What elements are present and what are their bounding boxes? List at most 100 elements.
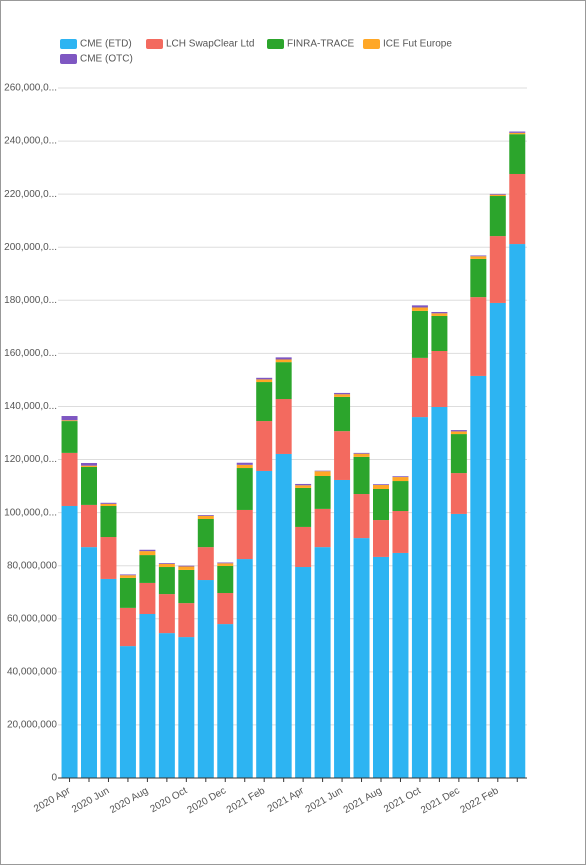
bar-segment <box>353 494 370 539</box>
bar-segment <box>256 470 273 778</box>
legend-item: CME (ETD) <box>60 39 132 50</box>
bar-segment <box>470 256 487 259</box>
bar-segment <box>236 468 253 510</box>
bar-segment <box>314 471 331 476</box>
bar-segment <box>158 563 175 568</box>
bar-segment <box>509 134 526 174</box>
bar-segment <box>295 487 312 527</box>
bar-segment <box>411 305 428 308</box>
bar-segment <box>470 297 487 376</box>
bar-segment <box>139 613 156 778</box>
bar-segment <box>489 302 506 778</box>
bar-segment <box>373 520 389 557</box>
bar-segment <box>489 193 506 195</box>
bar-segment <box>256 382 273 422</box>
bar-segment <box>470 258 487 298</box>
bar-segment <box>450 434 467 474</box>
bar-segment <box>275 362 292 400</box>
bar-segment <box>295 526 312 568</box>
bar-segment <box>431 313 448 316</box>
bar-segment <box>119 575 136 578</box>
bar-segment <box>61 416 78 421</box>
bar-segment <box>489 194 506 197</box>
legend-swatch <box>146 39 163 49</box>
bar-segment <box>178 569 195 604</box>
bar-segment <box>431 350 448 407</box>
legend-label: FINRA-TRACE <box>287 39 355 50</box>
bar-segment <box>100 537 117 579</box>
bar-segment <box>334 479 351 778</box>
y-tick-label: 240,000,0... <box>4 136 57 147</box>
bar-segment <box>236 462 253 465</box>
bar-segment <box>489 196 506 237</box>
bar-segment <box>334 394 351 397</box>
bar-segment <box>61 420 78 422</box>
bar-segment <box>236 509 253 560</box>
bar-segment <box>353 456 370 495</box>
legend-label: ICE Fut Europe <box>383 39 452 50</box>
bar-segment <box>81 466 97 505</box>
bar-segment <box>217 562 234 564</box>
bar-segment <box>509 173 526 245</box>
bar-segment <box>61 421 78 453</box>
bar-segment <box>314 547 331 778</box>
bar-segment <box>411 357 428 418</box>
bar-segment <box>197 515 214 519</box>
y-tick-label: 0 <box>51 773 57 784</box>
y-tick-label: 40,000,000 <box>7 666 57 677</box>
bar-segment <box>314 475 331 509</box>
bar-segment <box>100 578 117 778</box>
legend-swatch <box>267 39 284 49</box>
bar-segment <box>275 357 292 360</box>
y-tick-label: 160,000,0... <box>4 348 57 359</box>
legend-label: LCH SwapClear Ltd <box>166 39 254 50</box>
y-tick-label: 200,000,0... <box>4 242 57 253</box>
bar-segment <box>197 580 214 778</box>
bar-segment <box>353 452 370 454</box>
bar-segment <box>275 399 292 454</box>
bar-segment <box>197 518 214 548</box>
bar-segment <box>158 567 175 595</box>
bar-segment <box>411 307 428 311</box>
legend-label: CME (OTC) <box>80 54 133 65</box>
bar-segment <box>450 513 467 778</box>
y-tick-label: 80,000,000 <box>7 560 57 571</box>
bar-segment <box>450 431 467 435</box>
bar-segment <box>275 359 292 363</box>
bar-segment <box>373 485 389 489</box>
bar-segment <box>450 473 467 514</box>
bar-segment <box>450 430 467 432</box>
bar-segment <box>61 505 78 778</box>
bar-segment <box>411 310 428 358</box>
bar-segment <box>139 549 156 552</box>
bar-segment <box>139 582 156 614</box>
bar-segment <box>158 594 175 634</box>
bar-segment <box>217 563 234 566</box>
bar-segment <box>178 637 195 778</box>
bar-segment <box>119 574 136 576</box>
bar-segment <box>178 565 195 567</box>
bar-segment <box>236 559 253 778</box>
bar-segment <box>334 431 351 480</box>
bar-segment <box>81 547 97 778</box>
legend-label: CME (ETD) <box>80 39 132 50</box>
bar-segment <box>81 465 97 467</box>
bar-segment <box>139 551 156 556</box>
bar-segment <box>509 244 526 779</box>
legend-item: FINRA-TRACE <box>267 39 355 50</box>
bar-segment <box>470 255 487 257</box>
bar-segment <box>392 477 409 482</box>
bar-segment <box>119 607 136 647</box>
bar-segment <box>295 485 312 488</box>
bar-segment <box>392 511 409 553</box>
bar-segment <box>431 311 448 314</box>
bar-segment <box>81 504 97 548</box>
bar-segment <box>217 565 234 594</box>
bar-segment <box>314 470 331 472</box>
y-tick-label: 220,000,0... <box>4 189 57 200</box>
bar-segment <box>411 417 428 778</box>
bar-segment <box>256 379 273 383</box>
bar-segment <box>197 515 214 516</box>
